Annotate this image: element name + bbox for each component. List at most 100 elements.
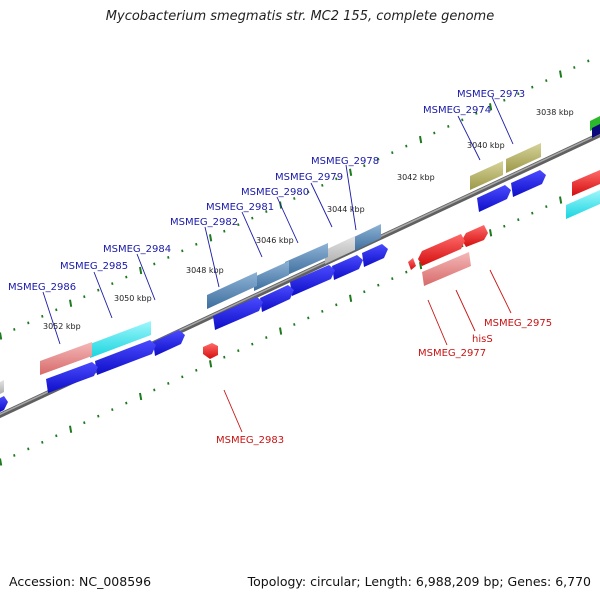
forward-tick [489, 103, 493, 111]
reverse-tick [83, 421, 86, 425]
cds-arrow-2986[interactable] [46, 362, 98, 393]
reverse-tick [251, 342, 254, 346]
forward-tick [69, 299, 73, 307]
cds-arrow-2984[interactable] [153, 330, 185, 356]
label-msmeg-2984[interactable]: MSMEG_2984 [103, 244, 171, 255]
tick-label-3046: 3046 kbp [256, 236, 294, 245]
connector-msmeg-2977 [427, 299, 448, 346]
gene-block-2985-cyan[interactable] [90, 321, 151, 358]
label-msmeg-2981[interactable]: MSMEG_2981 [206, 202, 274, 213]
connector-msmeg-2983 [223, 389, 243, 433]
reverse-tick [531, 211, 534, 215]
gene-block-2980-steel[interactable] [285, 243, 328, 276]
forward-tick [475, 111, 478, 115]
label-msmeg-2985[interactable]: MSMEG_2985 [60, 261, 128, 272]
cds-arrow-hiss[interactable] [418, 234, 465, 266]
forward-tick [153, 262, 156, 266]
forward-tick [391, 151, 394, 155]
reverse-gene-labels: MSMEG_2975 hisS MSMEG_2977 MSMEG_2983 [216, 318, 552, 446]
connector-msmeg-2975 [489, 269, 512, 314]
label-msmeg-2983[interactable]: MSMEG_2983 [216, 435, 284, 446]
gene-block-edge-navy[interactable] [592, 124, 600, 138]
gene-block-edge-red[interactable] [572, 170, 600, 196]
connector-msmeg-2980 [276, 196, 299, 244]
gene-block-2973-olive[interactable] [506, 143, 541, 173]
tick-label-3044: 3044 kbp [327, 205, 365, 214]
cds-arrow-2983[interactable] [203, 343, 218, 359]
gene-block-2978-steel[interactable] [354, 224, 381, 251]
reverse-tick [209, 360, 213, 368]
reverse-features [203, 170, 600, 359]
label-msmeg-2986[interactable]: MSMEG_2986 [8, 282, 76, 293]
forward-tick [307, 190, 310, 194]
forward-tick [265, 210, 268, 213]
cds-arrow-2982[interactable] [213, 297, 263, 330]
cds-arrow-small[interactable] [408, 258, 416, 270]
cds-arrow-2979[interactable] [332, 255, 363, 280]
forward-tick [293, 197, 296, 200]
forward-tick [335, 177, 338, 181]
forward-tick [587, 59, 590, 63]
label-connectors [42, 96, 514, 433]
reverse-tick [97, 414, 100, 418]
cds-arrow-edge[interactable] [0, 396, 8, 412]
cds-arrow-2978[interactable] [362, 244, 388, 267]
reverse-tick [41, 440, 44, 444]
reverse-tick [153, 388, 156, 392]
tick-label-3048: 3048 kbp [186, 266, 224, 275]
label-msmeg-2979[interactable]: MSMEG_2979 [275, 172, 343, 183]
gene-block-edge-cyan[interactable] [566, 190, 600, 219]
forward-tick [125, 275, 128, 279]
reverse-tick [181, 375, 184, 379]
reverse-tick [559, 196, 563, 204]
forward-tick [349, 168, 353, 176]
label-msmeg-2978[interactable]: MSMEG_2978 [311, 156, 379, 167]
reverse-tick [223, 355, 226, 359]
cds-arrow-2980[interactable] [290, 265, 335, 296]
label-msmeg-2975[interactable]: MSMEG_2975 [484, 318, 552, 329]
gene-block-2974-olive[interactable] [470, 161, 503, 190]
cds-arrow-2974[interactable] [477, 185, 511, 212]
label-msmeg-2980[interactable]: MSMEG_2980 [241, 187, 309, 198]
cds-arrow-2985[interactable] [95, 340, 156, 375]
forward-tick [545, 79, 548, 83]
forward-tick [503, 98, 506, 102]
forward-tick [419, 135, 423, 144]
forward-tick [237, 223, 240, 227]
connector-msmeg-2985 [93, 271, 113, 319]
label-msmeg-2977[interactable]: MSMEG_2977 [418, 348, 486, 359]
gene-block-2977-pink[interactable] [422, 252, 471, 286]
gene-block-2986-pink[interactable] [40, 342, 92, 375]
connector-msmeg-2973 [491, 96, 514, 145]
label-msmeg-2974[interactable]: MSMEG_2974 [423, 105, 491, 116]
label-msmeg-2982[interactable]: MSMEG_2982 [170, 217, 238, 228]
reverse-tick [363, 290, 366, 294]
forward-tick [167, 256, 170, 259]
reverse-tick [237, 349, 240, 353]
label-msmeg-2973[interactable]: MSMEG_2973 [457, 89, 525, 100]
label-hiss[interactable]: hisS [472, 334, 493, 345]
connector-msmeg-2984 [136, 253, 156, 301]
reverse-tick [349, 294, 353, 302]
connector-msmeg-2982 [204, 226, 220, 288]
cds-arrow-2973[interactable] [511, 170, 546, 197]
reverse-tick [265, 336, 268, 339]
forward-outer-features [0, 116, 600, 394]
reverse-tick [503, 224, 506, 228]
gene-block-2981-steel[interactable] [254, 261, 289, 291]
forward-tick [405, 144, 408, 148]
gene-block-edge-gray[interactable] [0, 380, 4, 394]
gene-block-2982-steel[interactable] [207, 272, 257, 309]
forward-tick [13, 328, 16, 331]
forward-tick [363, 164, 366, 168]
forward-tick [0, 332, 3, 340]
cds-arrow-2975[interactable] [462, 225, 488, 247]
reverse-tick [0, 458, 3, 466]
gene-block-2979-gray[interactable] [325, 236, 355, 264]
forward-tick [433, 131, 436, 135]
reverse-tick [69, 425, 73, 433]
forward-cds-arrows [0, 170, 546, 412]
cds-arrow-2981[interactable] [260, 285, 294, 312]
forward-tick [447, 125, 450, 128]
